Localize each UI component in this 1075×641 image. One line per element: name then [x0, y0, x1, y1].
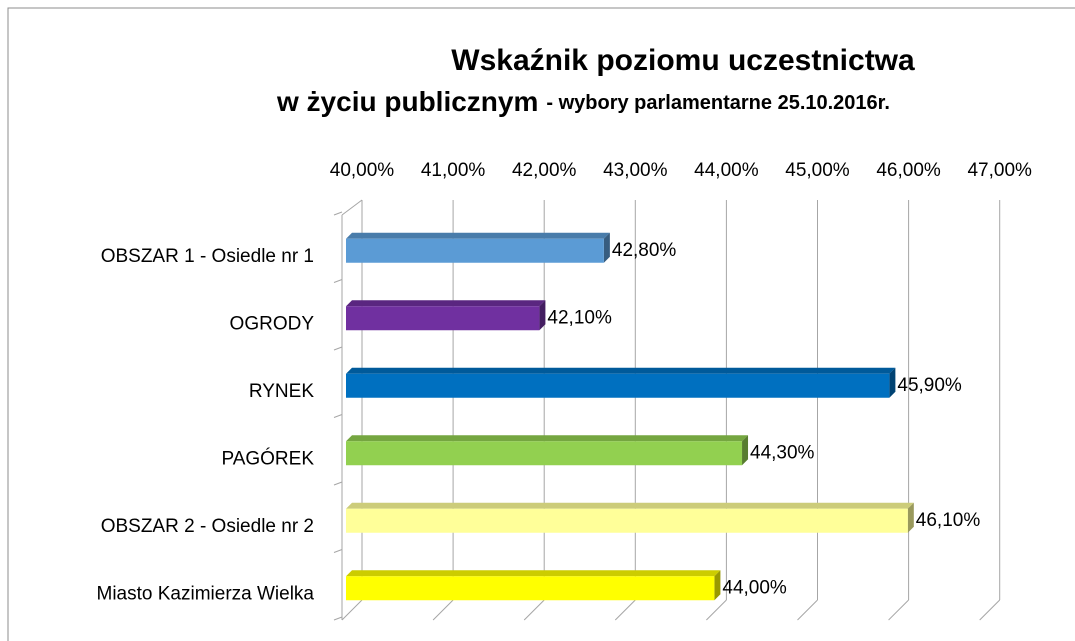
x-tick-label: 44,00% [694, 160, 759, 181]
value-label: 46,10% [916, 510, 981, 531]
x-tick-label: 45,00% [785, 160, 850, 181]
grid-line-floor [341, 599, 363, 621]
bar [346, 508, 908, 533]
x-tick-label: 46,00% [876, 160, 941, 181]
bar-top [346, 300, 546, 307]
category-tick [333, 414, 343, 418]
value-label: 42,10% [547, 307, 612, 328]
bar-side [742, 435, 749, 466]
grid-line-floor [523, 599, 545, 621]
category-tick [333, 549, 343, 553]
bar-side [714, 570, 721, 601]
grid-line-floor [706, 599, 727, 621]
value-label: 44,00% [722, 577, 787, 598]
bar [346, 238, 604, 263]
y-tick-label: OGRODY [230, 313, 315, 334]
category-tick [333, 616, 343, 621]
x-tick-label: 41,00% [421, 160, 486, 181]
bar-side [889, 367, 896, 398]
bar [346, 576, 715, 601]
category-tick [333, 279, 343, 283]
value-label: 44,30% [750, 442, 815, 463]
grid-line-floor [614, 599, 636, 621]
bar-top [346, 232, 610, 239]
y-tick-label: OBSZAR 2 - Osiedle nr 2 [101, 516, 314, 537]
grid-line-floor [979, 599, 1001, 621]
bar [346, 441, 743, 466]
category-tick [333, 481, 343, 486]
x-tick-label: 42,00% [512, 160, 577, 181]
category-tick [333, 211, 343, 216]
value-label: 42,80% [612, 240, 677, 261]
chart-title-line2: w życiu publicznym - wybory parlamentarne… [276, 86, 890, 117]
bar-top [346, 435, 749, 442]
grid-line-floor [797, 599, 818, 621]
bar [346, 306, 540, 331]
bar-top [346, 367, 896, 374]
chart-title-part: w życiu publicznym [276, 86, 538, 117]
bar-top [346, 570, 721, 577]
grid-line-floor [888, 599, 909, 621]
x-tick-label: 43,00% [603, 160, 668, 181]
grid-line-floor [432, 599, 454, 621]
bar-side [907, 502, 914, 533]
chart-title: Wskaźnik poziomu uczestnictwa [451, 44, 915, 77]
bar-top [346, 502, 914, 509]
x-tick-label: 47,00% [967, 160, 1032, 181]
y-tick-label: RYNEK [249, 381, 314, 402]
bar [346, 373, 890, 398]
chart-subtitle: - wybory parlamentarne 25.10.2016r. [546, 92, 890, 114]
category-tick [333, 346, 343, 351]
y-tick-label: PAGÓREK [221, 447, 314, 469]
value-label: 45,90% [897, 375, 962, 396]
bar-side [603, 232, 610, 263]
y-tick-label: Miasto Kazimierza Wielka [97, 583, 315, 604]
x-tick-label: 40,00% [330, 160, 395, 181]
bar-side [539, 300, 546, 331]
axis-corner [341, 199, 363, 216]
y-tick-label: OBSZAR 1 - Osiedle nr 1 [101, 246, 314, 267]
